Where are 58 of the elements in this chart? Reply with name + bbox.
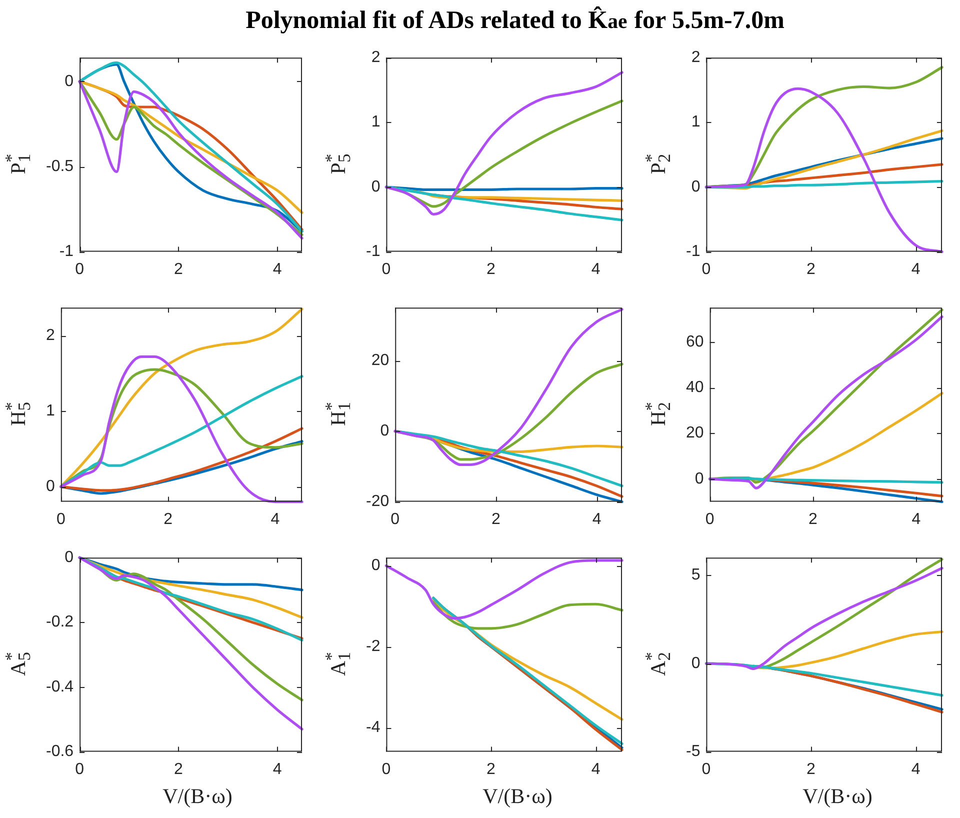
y-tick-label: -1 <box>59 243 74 260</box>
y-tick-label: 0 <box>691 178 700 196</box>
y-tick-label: 40 <box>686 378 704 396</box>
line-series <box>704 87 944 254</box>
line-series <box>384 71 624 216</box>
x-tick-label: 4 <box>591 260 600 278</box>
x-tick-label: 2 <box>164 510 173 528</box>
y-tick-label: 0 <box>371 178 380 196</box>
x-axis-title: V/(B·ω) <box>162 784 234 809</box>
y-tick-label: 2 <box>371 49 380 66</box>
x-tick-label: 4 <box>591 760 600 778</box>
x-axis-title: V/(B·ω) <box>482 784 554 809</box>
x-tick-label: 2 <box>486 760 496 778</box>
y-tick-label: -1 <box>366 243 380 260</box>
y-tick-label: -2 <box>366 638 380 656</box>
x-tick-label: 4 <box>592 510 602 528</box>
y-tick-label: 1 <box>46 402 55 420</box>
x-tick-label: 4 <box>272 760 282 778</box>
x-tick-label: 2 <box>492 510 501 528</box>
y-tick-label: -0.4 <box>46 678 74 696</box>
y-tick-label: 0 <box>371 557 380 574</box>
y-tick-label: 1 <box>371 114 380 131</box>
x-tick-label: 4 <box>912 510 921 528</box>
y-tick-label: 2 <box>46 326 55 344</box>
x-tick-label: 4 <box>272 260 282 278</box>
line-series <box>384 559 624 620</box>
y-tick-label: -5 <box>686 743 700 760</box>
x-axis-title: V/(B·ω) <box>802 784 874 809</box>
x-tick-label: 2 <box>806 260 816 278</box>
x-tick-label: 4 <box>911 760 920 778</box>
x-tick-label: 2 <box>174 760 183 778</box>
line-series <box>394 308 624 466</box>
y-tick-label: 2 <box>691 49 700 66</box>
x-tick-label: 4 <box>270 510 280 528</box>
y-tick-label: 60 <box>686 333 704 350</box>
x-tick-label: 2 <box>486 260 496 278</box>
line-series <box>60 355 304 504</box>
y-tick-label: -20 <box>366 493 390 510</box>
y-tick-label: 0 <box>64 549 74 566</box>
y-tick-label: -0.5 <box>46 158 74 176</box>
y-tick-label: -0.2 <box>46 614 74 631</box>
y-tick-label: 0 <box>691 654 700 672</box>
y-tick-label: 5 <box>691 566 700 584</box>
y-tick-label: -0.6 <box>46 743 74 760</box>
x-tick-label: 2 <box>174 260 183 278</box>
x-tick-label: 2 <box>808 510 818 528</box>
y-tick-label: 0 <box>46 478 55 496</box>
y-tick-label: 0 <box>694 470 704 488</box>
y-tick-label: 20 <box>686 424 704 442</box>
line-series <box>78 556 304 730</box>
y-tick-label: -4 <box>366 718 380 736</box>
x-tick-label: 4 <box>911 260 920 278</box>
y-tick-label: 0 <box>380 422 390 440</box>
y-tick-label: -1 <box>686 243 700 260</box>
y-tick-label: 1 <box>691 114 700 131</box>
y-tick-label: 20 <box>371 352 390 369</box>
x-tick-label: 2 <box>806 760 816 778</box>
y-tick-label: 0 <box>64 72 74 90</box>
